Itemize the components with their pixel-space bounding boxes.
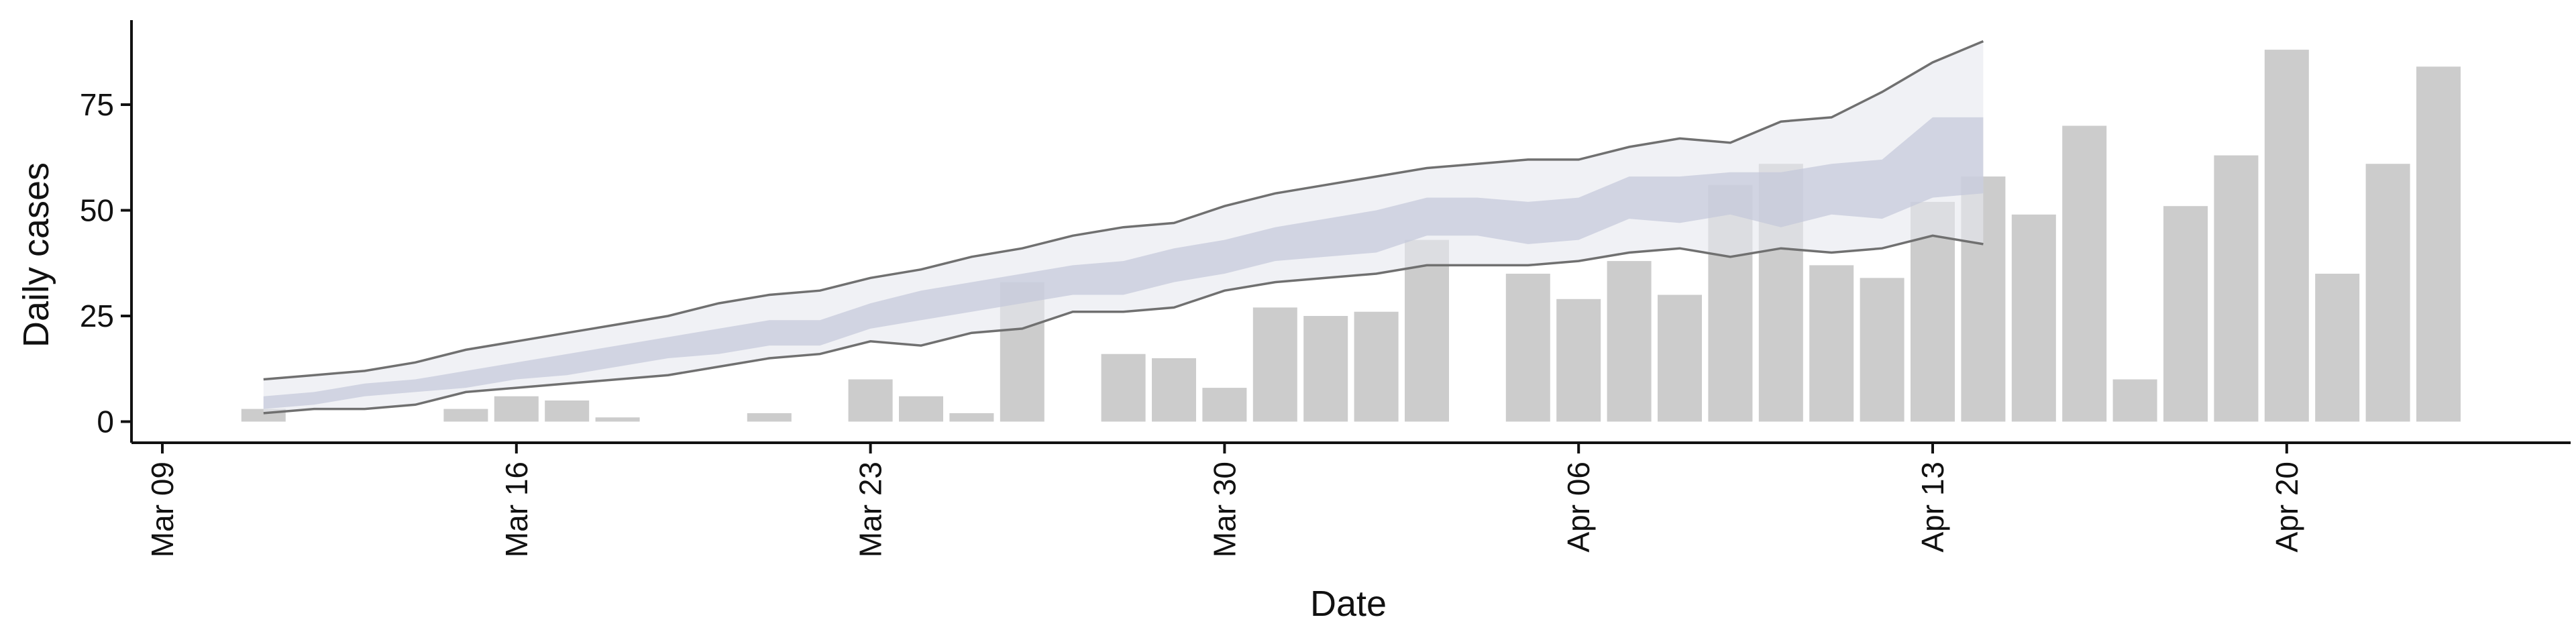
bar-2020-04-01 xyxy=(1303,316,1348,422)
bar-2020-03-16 xyxy=(494,396,539,422)
bar-2020-03-24 xyxy=(899,396,943,422)
bar-2020-04-16 xyxy=(2062,125,2107,422)
bar-2020-04-12 xyxy=(1860,278,1904,422)
bar-2020-03-23 xyxy=(848,379,893,422)
bar-2020-03-28 xyxy=(1101,354,1146,422)
bar-2020-04-18 xyxy=(2163,206,2208,422)
bar-2020-04-11 xyxy=(1809,265,1854,422)
bar-2020-04-21 xyxy=(2315,274,2360,422)
x-tick-label-2020-03-30: Mar 30 xyxy=(1207,462,1242,557)
x-axis-title: Date xyxy=(1310,584,1387,624)
upper-bound-line xyxy=(263,40,1984,381)
bar-2020-03-17 xyxy=(545,400,590,422)
bar-2020-04-07 xyxy=(1607,261,1652,422)
bar-2020-04-22 xyxy=(2365,164,2410,422)
y-tick-label-75: 75 xyxy=(80,87,114,122)
axes-layer: 0 25 50 75 Mar 09 Mar 16 Mar 23 Mar 30 Apr 06 Apr… xyxy=(80,20,2571,557)
outer-uncertainty-band xyxy=(263,41,1984,413)
bar-2020-03-31 xyxy=(1252,307,1297,422)
bar-2020-04-08 xyxy=(1658,294,1702,422)
inner-uncertainty-band xyxy=(263,117,1984,409)
x-tick-label-2020-03-16: Mar 16 xyxy=(499,462,534,557)
y-tick-label-50: 50 xyxy=(80,193,114,228)
bar-2020-04-19 xyxy=(2214,155,2259,422)
bar-2020-04-23 xyxy=(2416,66,2461,422)
bar-2020-03-18 xyxy=(595,417,640,422)
bar-2020-04-17 xyxy=(2112,379,2157,422)
x-tick-label-2020-04-06: Apr 06 xyxy=(1561,462,1596,553)
bar-2020-03-25 xyxy=(949,413,994,422)
bar-2020-04-15 xyxy=(2011,214,2056,422)
y-axis-title: Daily cases xyxy=(16,162,56,347)
x-tick-label-2020-04-13: Apr 13 xyxy=(1915,462,1950,553)
bar-2020-04-02 xyxy=(1354,311,1399,422)
lower-bound-line xyxy=(263,234,1984,415)
bar-2020-04-03 xyxy=(1405,239,1449,422)
bar-2020-04-06 xyxy=(1556,299,1601,422)
bar-2020-03-30 xyxy=(1202,388,1247,422)
x-tick-label-2020-03-09: Mar 09 xyxy=(145,462,180,557)
y-tick-label-0: 0 xyxy=(97,405,114,439)
bar-2020-04-05 xyxy=(1505,274,1550,422)
bar-2020-03-29 xyxy=(1152,358,1196,422)
x-tick-label-2020-04-20: Apr 20 xyxy=(2269,462,2304,553)
bar-2020-03-21 xyxy=(747,413,792,422)
bands-layer xyxy=(263,40,1984,415)
y-tick-label-25: 25 xyxy=(80,299,114,333)
x-tick-label-2020-03-23: Mar 23 xyxy=(853,462,888,557)
bar-2020-03-15 xyxy=(443,409,488,422)
bar-2020-04-20 xyxy=(2264,50,2309,422)
